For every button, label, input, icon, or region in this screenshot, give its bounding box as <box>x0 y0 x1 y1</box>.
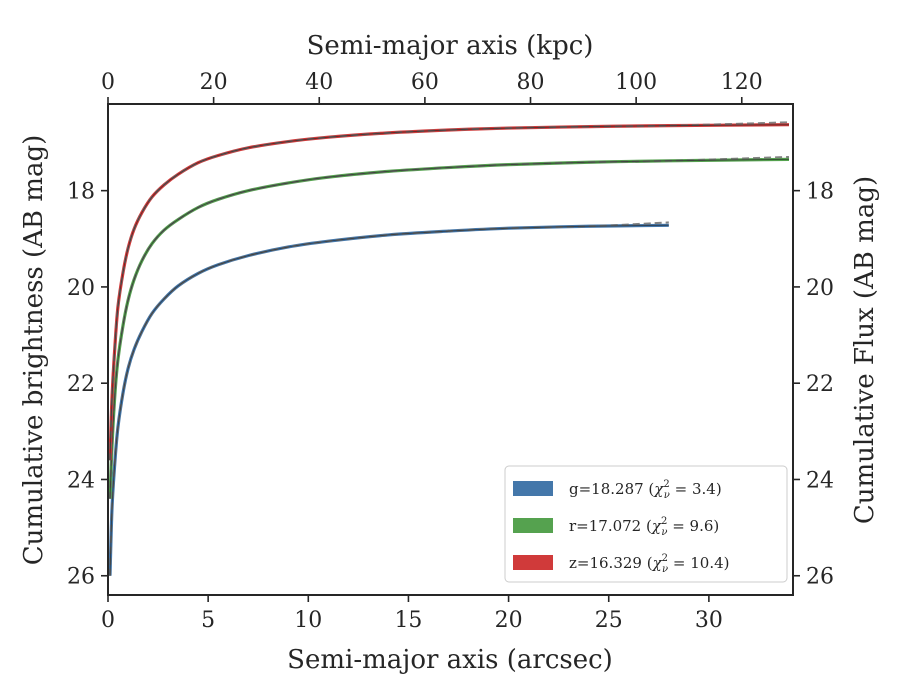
model-line-r <box>109 155 790 499</box>
x-tick-label: 0 <box>101 608 115 633</box>
legend-entry-g: g=18.287 (χ2 ν = 3.4) <box>513 479 722 501</box>
plot-area <box>108 121 790 576</box>
top-x-tick-label: 80 <box>517 70 545 95</box>
series-centerline-g <box>109 224 669 576</box>
top-x-axis-label: Semi-major axis (kpc) <box>307 31 594 61</box>
legend-label-z: z=16.329 (χ2 ν = 10.4) <box>569 553 730 575</box>
series-centerline-z <box>109 124 789 461</box>
top-x-tick-label: 100 <box>615 70 657 95</box>
x-tick-label: 10 <box>294 608 322 633</box>
series-centerline-r <box>109 158 789 499</box>
axes: 0 5 10 15 20 25 30 0 20 40 60 80 100 120 18 18 20 20 22 22 2… <box>67 70 834 633</box>
legend-entry-z: z=16.329 (χ2 ν = 10.4) <box>513 553 730 575</box>
legend: g=18.287 (χ2 ν = 3.4) r=17.072 (χ2 ν = 9.6… <box>504 465 788 583</box>
top-x-tick-label: 20 <box>200 70 228 95</box>
series-line-z <box>108 123 790 461</box>
x-tick-label: 15 <box>394 608 422 633</box>
x-axis-label: Semi-major axis (arcsec) <box>287 645 613 675</box>
legend-label-r: r=17.072 (χ2 ν = 9.6) <box>569 516 719 538</box>
y-tick-label: 20 <box>67 276 95 301</box>
y-tick-label: 26 <box>67 565 95 590</box>
y-tick-label: 22 <box>67 372 95 397</box>
legend-entry-r: r=17.072 (χ2 ν = 9.6) <box>513 516 719 538</box>
right-y-tick-label: 20 <box>806 276 834 301</box>
top-x-tick-label: 0 <box>101 70 115 95</box>
top-x-tick-label: 120 <box>721 70 763 95</box>
plot-frame <box>107 103 794 596</box>
series-line-r <box>108 157 790 499</box>
right-y-axis-label: Cumulative Flux (AB mag) <box>850 176 880 524</box>
x-tick-label: 30 <box>695 608 723 633</box>
legend-swatch-r <box>513 518 553 533</box>
y-tick-label: 24 <box>67 468 95 493</box>
x-tick-label: 20 <box>495 608 523 633</box>
right-y-tick-label: 26 <box>806 565 834 590</box>
x-tick-label: 25 <box>595 608 623 633</box>
top-x-tick-label: 60 <box>411 70 439 95</box>
y-tick-label: 18 <box>67 180 95 205</box>
x-tick-label: 5 <box>201 608 215 633</box>
model-line-z <box>109 121 790 461</box>
series-group <box>108 121 790 576</box>
right-y-tick-label: 24 <box>806 468 834 493</box>
legend-label-g: g=18.287 (χ2 ν = 3.4) <box>569 479 722 501</box>
legend-swatch-z <box>513 555 553 570</box>
y-axis-label: Cumulative brightness (AB mag) <box>19 135 49 566</box>
legend-swatch-g <box>513 481 553 496</box>
legend-box <box>504 465 788 583</box>
right-y-tick-label: 22 <box>806 372 834 397</box>
top-x-tick-label: 40 <box>305 70 333 95</box>
right-y-tick-label: 18 <box>806 180 834 205</box>
